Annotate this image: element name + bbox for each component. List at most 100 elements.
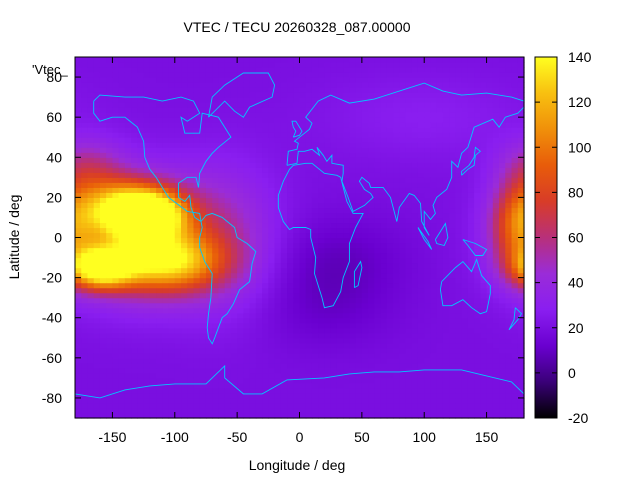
heatmap-cell [99, 82, 107, 88]
heatmap-cell [305, 382, 313, 389]
heatmap-cell [417, 247, 425, 254]
heatmap-cell [137, 82, 145, 88]
heatmap-cell [99, 347, 107, 354]
heatmap-cell [212, 57, 220, 63]
heatmap-cell [449, 362, 457, 369]
heatmap-cell [112, 372, 120, 379]
heatmap-cell [93, 112, 101, 118]
heatmap-cell [156, 227, 163, 234]
heatmap-cell [112, 357, 120, 364]
heatmap-cell [287, 107, 294, 113]
heatmap-cell [455, 237, 463, 244]
heatmap-cell [368, 332, 375, 339]
heatmap-cell [168, 327, 176, 334]
heatmap-cell [374, 307, 382, 314]
heatmap-cell [343, 272, 350, 279]
heatmap-cell [93, 342, 101, 349]
heatmap-cell [305, 287, 313, 294]
heatmap-cell [442, 342, 450, 349]
heatmap-cell [143, 82, 151, 88]
heatmap-cell [81, 342, 89, 349]
heatmap-cell [280, 187, 288, 193]
heatmap-cell [218, 272, 226, 279]
heatmap-cell [368, 337, 375, 344]
heatmap-cell [436, 242, 444, 249]
heatmap-cell [124, 297, 132, 304]
heatmap-cell [330, 77, 338, 83]
heatmap-cell [199, 127, 207, 133]
heatmap-cell [218, 102, 226, 108]
heatmap-cell [181, 67, 188, 73]
heatmap-cell [417, 242, 425, 249]
heatmap-cell [368, 162, 375, 168]
heatmap-cell [199, 57, 207, 63]
heatmap-cell [262, 327, 269, 334]
heatmap-cell [399, 357, 407, 364]
heatmap-cell [230, 287, 238, 294]
heatmap-cell [411, 212, 419, 219]
heatmap-cell [430, 82, 438, 88]
heatmap-cell [187, 357, 195, 364]
heatmap-cell [355, 392, 363, 399]
heatmap-cell [243, 117, 251, 123]
heatmap-cell [336, 257, 344, 264]
heatmap-cell [274, 367, 282, 374]
heatmap-cell [243, 292, 251, 299]
heatmap-cell [349, 212, 357, 219]
heatmap-cell [324, 137, 332, 143]
heatmap-cell [99, 112, 107, 118]
heatmap-cell [187, 112, 195, 118]
heatmap-cell [156, 317, 163, 324]
heatmap-cell [93, 332, 101, 339]
heatmap-cell [467, 382, 475, 389]
heatmap-cell [386, 242, 394, 249]
heatmap-cell [380, 157, 388, 163]
heatmap-cell [143, 342, 151, 349]
heatmap-cell [218, 377, 226, 384]
heatmap-cell [449, 237, 457, 244]
heatmap-cell [417, 287, 425, 294]
heatmap-cell [168, 387, 176, 394]
heatmap-cell [430, 167, 438, 173]
heatmap-cell [355, 67, 363, 73]
heatmap-cell [112, 322, 120, 329]
heatmap-cell [249, 332, 257, 339]
heatmap-cell [87, 332, 95, 339]
heatmap-cell [499, 242, 506, 249]
heatmap-cell [118, 167, 126, 173]
heatmap-cell [137, 412, 145, 419]
heatmap-cell [386, 62, 394, 68]
heatmap-cell [417, 227, 425, 234]
heatmap-cell [212, 317, 220, 324]
heatmap-cell [106, 277, 114, 284]
heatmap-cell [461, 142, 469, 148]
heatmap-cell [181, 327, 188, 334]
heatmap-cell [205, 167, 213, 173]
heatmap-cell [118, 412, 126, 419]
heatmap-cell [417, 372, 425, 379]
heatmap-cell [424, 107, 432, 113]
heatmap-cell [393, 212, 400, 219]
heatmap-cell [274, 162, 282, 168]
heatmap-cell [405, 337, 413, 344]
heatmap-cell [330, 112, 338, 118]
heatmap-cell [199, 292, 207, 299]
heatmap-cell [318, 87, 326, 93]
heatmap-cell [87, 87, 95, 93]
heatmap-cell [230, 387, 238, 394]
heatmap-cell [249, 287, 257, 294]
heatmap-cell [330, 397, 338, 404]
heatmap-cell [355, 347, 363, 354]
heatmap-cell [474, 222, 481, 229]
heatmap-cell [399, 327, 407, 334]
heatmap-cell [87, 327, 95, 334]
heatmap-cell [75, 192, 82, 198]
heatmap-cell [112, 292, 120, 299]
heatmap-cell [474, 352, 481, 359]
heatmap-cell [393, 322, 400, 329]
heatmap-cell [499, 77, 506, 83]
heatmap-cell [262, 252, 269, 259]
heatmap-cell [224, 302, 232, 309]
heatmap-cell [193, 102, 201, 108]
heatmap-cell [424, 242, 432, 249]
